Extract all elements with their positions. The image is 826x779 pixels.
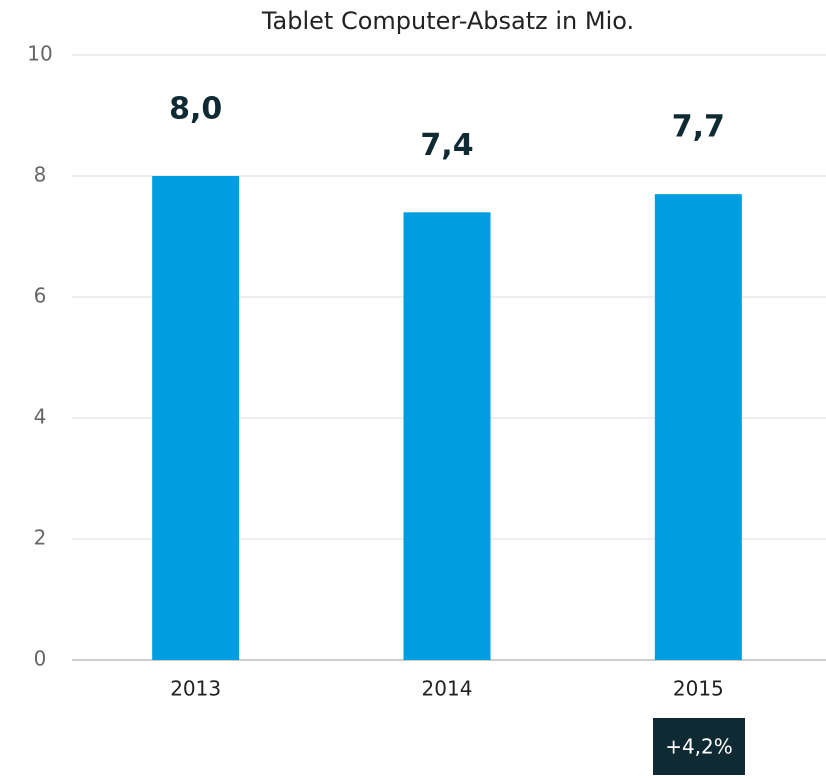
y-tick-label: 10 [27,42,52,66]
y-tick-label: 8 [34,163,47,187]
value-label: 8,0 [169,92,222,127]
y-tick-label: 6 [34,284,47,308]
value-label: 7,4 [420,128,473,163]
y-tick-label: 4 [34,405,47,429]
y-tick-label: 0 [34,647,47,671]
x-tick-label: 2014 [422,677,473,701]
x-tick-label: 2015 [673,677,724,701]
bar [403,212,491,661]
annotation-box [653,718,745,775]
chart-title: Tablet Computer-Absatz in Mio. [261,7,634,35]
bar [654,194,742,660]
bar [152,176,240,660]
annotation: +4,2% [665,735,733,759]
y-tick-label: 2 [34,526,47,550]
value-label: 7,7 [672,110,725,145]
x-tick-label: 2013 [170,677,221,701]
